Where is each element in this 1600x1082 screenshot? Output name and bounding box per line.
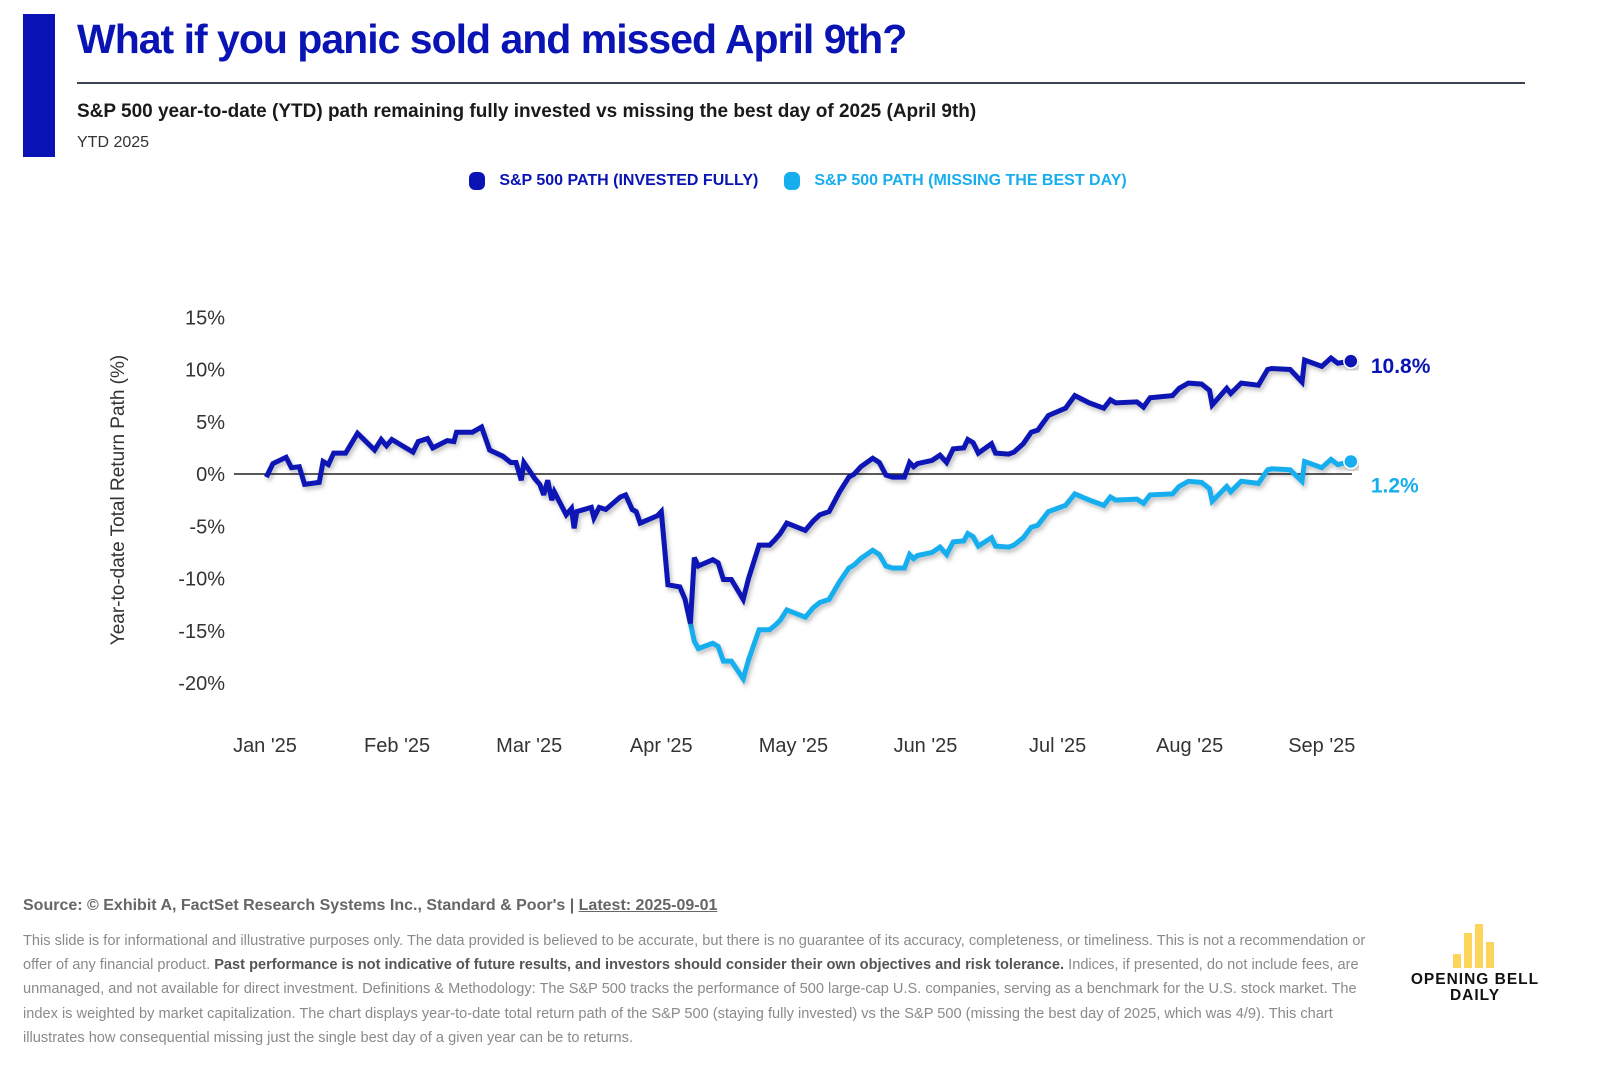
- disclaimer-text-2: Indices, if presented, do not include fe…: [23, 957, 1359, 1046]
- disclaimer-text-1: This slide is for informational and illu…: [23, 933, 1366, 974]
- x-tick-label: Feb '25: [364, 735, 430, 757]
- x-tick-label: Jun '25: [894, 735, 958, 757]
- x-tick-label: Mar '25: [496, 735, 562, 757]
- logo-bar: [1486, 942, 1494, 968]
- series-line-invested-fully[interactable]: [264, 354, 1352, 624]
- series-layer: 1.2% 10.8%: [264, 353, 1431, 685]
- end-point-missing-best-day[interactable]: [1343, 453, 1359, 470]
- disclaimer-bold: Past performance is not indicative of fu…: [214, 957, 1065, 974]
- title-accent-bar: [23, 14, 55, 157]
- legend-marker-invested: [469, 172, 486, 190]
- y-axis-label: Year-to-date Total Return Path (%): [108, 355, 129, 645]
- disclaimer: This slide is for informational and illu…: [23, 929, 1368, 1050]
- chart-legend: S&P 500 PATH (INVESTED FULLY) S&P 500 PA…: [0, 172, 1600, 190]
- legend-item-missing[interactable]: S&P 500 PATH (MISSING THE BEST DAY): [784, 172, 1127, 190]
- x-axis: Jan '25 Feb '25 Mar '25 Apr '25 May '25 Jun '…: [233, 735, 1355, 757]
- x-tick-label: Sep '25: [1288, 735, 1355, 757]
- logo-bar: [1475, 924, 1483, 968]
- y-tick-label: 15%: [185, 307, 225, 329]
- y-tick-label: 0%: [196, 464, 225, 486]
- period-label: YTD 2025: [77, 134, 150, 151]
- line-chart: 15% 10% 5% 0% -5% -10% -15% -20% Jan '25 Feb '25…: [108, 307, 1431, 757]
- legend-label-missing: S&P 500 PATH (MISSING THE BEST DAY): [814, 172, 1127, 189]
- x-tick-label: May '25: [759, 735, 828, 757]
- x-tick-label: Aug '25: [1156, 735, 1223, 757]
- source-text: Source: © Exhibit A, FactSet Research Sy…: [23, 897, 579, 914]
- logo-line-2: DAILY: [1449, 987, 1501, 1004]
- latest-date-link[interactable]: Latest: 2025-09-01: [578, 897, 718, 914]
- y-tick-label: -10%: [178, 569, 225, 591]
- page-title: What if you panic sold and missed April …: [77, 16, 907, 62]
- y-tick-label: 5%: [196, 412, 225, 434]
- legend-label-invested: S&P 500 PATH (INVESTED FULLY): [499, 172, 759, 189]
- x-tick-label: Jul '25: [1029, 735, 1086, 757]
- y-tick-label: -15%: [178, 621, 225, 643]
- legend-marker-missing: [784, 172, 801, 190]
- x-tick-label: Jan '25: [233, 735, 297, 757]
- y-tick-label: -5%: [189, 516, 225, 538]
- y-tick-label: 10%: [185, 360, 225, 382]
- logo-bar: [1464, 933, 1472, 968]
- y-axis: 15% 10% 5% 0% -5% -10% -15% -20%: [178, 307, 225, 695]
- end-label-missing-best-day: 1.2%: [1371, 474, 1419, 497]
- logo-line-1: OPENING BELL: [1410, 971, 1540, 988]
- title-divider: [77, 82, 1525, 84]
- logo-text: OPENING BELL DAILY: [1400, 972, 1550, 1004]
- x-tick-label: Apr '25: [630, 735, 693, 757]
- legend-item-invested[interactable]: S&P 500 PATH (INVESTED FULLY): [469, 172, 758, 190]
- series-line-missing-best-day[interactable]: [687, 456, 1352, 685]
- logo-bar: [1453, 954, 1461, 968]
- end-point-invested-fully[interactable]: [1343, 353, 1359, 369]
- y-tick-label: -20%: [178, 673, 225, 695]
- opening-bell-daily-logo: OPENING BELL DAILY: [1400, 922, 1550, 1012]
- logo-bars-icon: [1453, 922, 1503, 968]
- source-line: Source: © Exhibit A, FactSet Research Sy…: [23, 897, 717, 915]
- chart-subtitle: S&P 500 year-to-date (YTD) path remainin…: [77, 101, 977, 122]
- end-label-invested-fully: 10.8%: [1371, 355, 1431, 378]
